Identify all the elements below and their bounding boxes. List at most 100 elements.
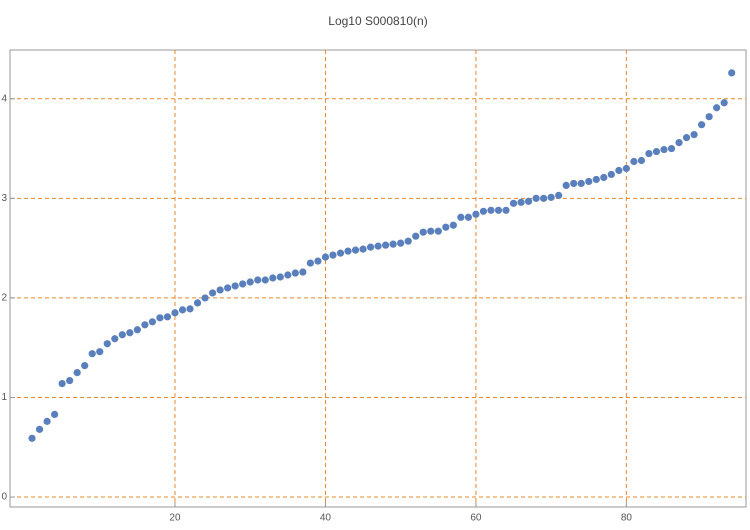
point (209, 289, 217, 297)
point (502, 206, 510, 214)
x-tick-label: 60 (470, 513, 482, 524)
point (547, 193, 555, 201)
point (622, 164, 630, 173)
point (532, 194, 540, 202)
point (419, 228, 427, 236)
y-tick-label: 3 (1, 193, 7, 204)
point (276, 273, 284, 281)
point (163, 313, 172, 321)
point (321, 253, 330, 261)
point (43, 417, 51, 425)
point (261, 276, 269, 284)
point (329, 251, 337, 259)
y-tick-label: 0 (1, 492, 7, 503)
point (524, 197, 533, 205)
point (487, 206, 495, 214)
point (141, 321, 149, 329)
point (314, 257, 322, 265)
point (284, 271, 292, 279)
point (389, 240, 397, 248)
point (682, 134, 691, 142)
point (607, 170, 615, 179)
point (239, 280, 247, 288)
point (246, 278, 254, 286)
point (231, 282, 239, 290)
plot-frame (9, 49, 747, 508)
point (660, 145, 668, 154)
point (517, 198, 525, 206)
point (359, 245, 367, 253)
point (540, 194, 548, 202)
point (698, 121, 706, 129)
point (148, 318, 157, 326)
point (585, 177, 593, 186)
point (675, 138, 683, 147)
x-tick-label: 20 (169, 513, 181, 524)
point (51, 410, 59, 419)
point (133, 326, 141, 334)
point (720, 99, 728, 107)
point (193, 299, 202, 307)
point (336, 249, 345, 257)
point (442, 223, 450, 231)
point (186, 305, 194, 313)
y-tick-label: 1 (1, 392, 7, 403)
point (667, 144, 676, 153)
point (382, 241, 390, 249)
point (434, 227, 442, 235)
point (577, 179, 585, 188)
point (412, 232, 420, 240)
point (103, 340, 111, 348)
point (404, 237, 412, 245)
point (457, 213, 465, 221)
point (479, 207, 488, 215)
point (472, 210, 480, 218)
point (178, 306, 187, 314)
point (464, 213, 472, 221)
point (427, 227, 435, 235)
point (111, 335, 119, 343)
point (254, 276, 262, 284)
point (555, 191, 563, 199)
y-tick-label: 4 (1, 93, 7, 104)
point (728, 69, 736, 77)
point (351, 246, 360, 254)
point (216, 286, 224, 294)
point (509, 199, 518, 207)
point (88, 350, 96, 358)
point (652, 147, 661, 156)
point (291, 269, 299, 277)
point (73, 368, 81, 377)
x-tick-label: 80 (621, 513, 633, 524)
point (81, 362, 89, 370)
point (637, 156, 646, 165)
point (126, 329, 134, 337)
point (66, 376, 74, 385)
point (344, 247, 352, 255)
point (397, 239, 405, 247)
point (562, 181, 570, 190)
point (645, 149, 653, 158)
point (630, 157, 638, 166)
point (690, 131, 698, 139)
point (374, 242, 382, 250)
point (58, 379, 66, 388)
point (494, 206, 503, 214)
point (615, 166, 623, 175)
point (713, 104, 721, 112)
point (201, 294, 209, 302)
point (28, 434, 36, 442)
point (171, 309, 179, 317)
point (705, 113, 713, 121)
chart-title: Log10 S000810(n) (328, 14, 427, 28)
point (299, 268, 307, 276)
point (600, 173, 608, 182)
point (306, 259, 315, 267)
point (156, 314, 164, 322)
x-tick-label: 40 (320, 513, 332, 524)
point (35, 425, 44, 433)
point (570, 179, 578, 188)
point (366, 243, 375, 251)
